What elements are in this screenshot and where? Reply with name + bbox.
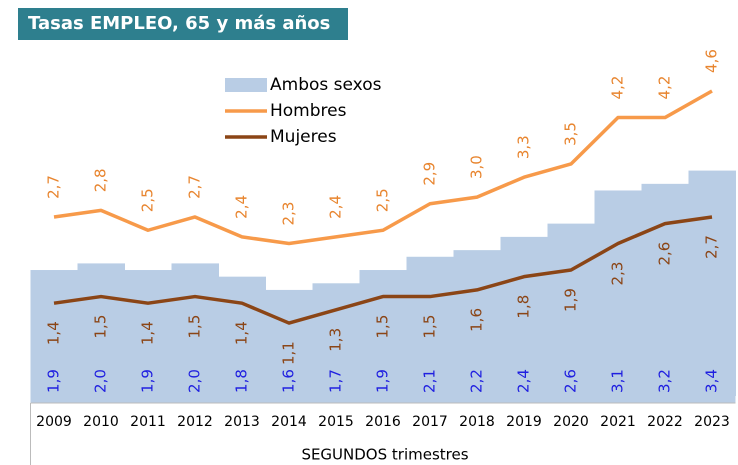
area-step xyxy=(594,190,642,396)
data-label: 1,5 xyxy=(374,315,392,339)
data-label: 2,1 xyxy=(421,369,439,393)
data-label: 1,8 xyxy=(515,295,533,319)
x-tick-label: 2014 xyxy=(271,414,307,430)
x-tick-label: 2015 xyxy=(318,414,354,430)
area-step xyxy=(688,170,736,396)
x-axis-title: SEGUNDOS trimestres xyxy=(301,446,468,464)
area-step xyxy=(406,256,454,396)
axis-cover xyxy=(30,396,736,403)
data-label: 1,6 xyxy=(280,369,298,393)
chart-title: Tasas EMPLEO, 65 y más años xyxy=(28,13,330,34)
area-step xyxy=(30,270,78,396)
data-label: 1,9 xyxy=(139,369,157,393)
area-step xyxy=(171,263,219,396)
x-tick-label: 2018 xyxy=(459,414,495,430)
data-label: 3,3 xyxy=(515,135,533,159)
data-label: 3,1 xyxy=(609,369,627,393)
legend-swatch xyxy=(225,78,267,92)
data-label: 1,9 xyxy=(374,369,392,393)
data-label: 1,9 xyxy=(562,288,580,312)
data-label: 2,9 xyxy=(421,162,439,186)
x-tick-label: 2012 xyxy=(177,414,213,430)
x-tick-label: 2021 xyxy=(600,414,636,430)
data-label: 2,6 xyxy=(656,242,674,266)
x-tick-label: 2017 xyxy=(412,414,448,430)
data-label: 2,0 xyxy=(92,369,110,393)
area-step xyxy=(547,223,595,396)
data-label: 2,6 xyxy=(562,369,580,393)
title-box xyxy=(18,8,348,40)
legend-label: Mujeres xyxy=(270,127,337,147)
data-label: 2,2 xyxy=(468,369,486,393)
x-tick-label: 2009 xyxy=(36,414,72,430)
x-tick-label: 2019 xyxy=(506,414,542,430)
data-label: 2,4 xyxy=(233,195,251,219)
data-label: 1,5 xyxy=(421,315,439,339)
data-label: 1,7 xyxy=(327,369,345,393)
x-tick-label: 2023 xyxy=(694,414,730,430)
data-label: 1,8 xyxy=(233,369,251,393)
data-label: 3,5 xyxy=(562,122,580,146)
x-tick-label: 2020 xyxy=(553,414,589,430)
data-label: 2,8 xyxy=(92,168,110,192)
data-label: 2,3 xyxy=(280,202,298,226)
data-label: 3,2 xyxy=(656,369,674,393)
data-label: 1,4 xyxy=(45,321,63,345)
data-label: 1,6 xyxy=(468,308,486,332)
data-label: 1,4 xyxy=(139,321,157,345)
data-label: 4,2 xyxy=(656,76,674,100)
data-label: 2,0 xyxy=(186,369,204,393)
data-label: 4,6 xyxy=(703,49,721,73)
area-step xyxy=(500,236,548,396)
x-tick-label: 2022 xyxy=(647,414,683,430)
area-step xyxy=(124,270,172,396)
x-tick-label: 2013 xyxy=(224,414,260,430)
data-label: 2,3 xyxy=(609,262,627,286)
data-label: 4,2 xyxy=(609,76,627,100)
area-step xyxy=(265,289,313,396)
data-label: 2,7 xyxy=(186,175,204,199)
area-step xyxy=(641,183,689,396)
data-label: 2,5 xyxy=(139,188,157,212)
area-step xyxy=(359,270,407,396)
data-label: 1,1 xyxy=(280,341,298,365)
area-step xyxy=(77,263,125,396)
data-label: 2,7 xyxy=(45,175,63,199)
series-line xyxy=(53,89,713,246)
data-label: 2,7 xyxy=(703,235,721,259)
data-label: 2,4 xyxy=(327,195,345,219)
area-step xyxy=(453,250,501,396)
area-step xyxy=(218,276,266,396)
area-step xyxy=(312,283,360,396)
data-label: 1,5 xyxy=(92,315,110,339)
data-label: 2,5 xyxy=(374,188,392,212)
data-label: 1,9 xyxy=(45,369,63,393)
x-tick-label: 2010 xyxy=(83,414,119,430)
legend-label: Hombres xyxy=(270,101,347,121)
x-tick-label: 2016 xyxy=(365,414,401,430)
legend-label: Ambos sexos xyxy=(270,75,382,95)
data-label: 1,5 xyxy=(186,315,204,339)
data-label: 3,0 xyxy=(468,155,486,179)
x-tick-label: 2011 xyxy=(130,414,166,430)
series-line xyxy=(53,215,713,325)
data-label: 3,4 xyxy=(703,369,721,393)
data-label: 1,3 xyxy=(327,328,345,352)
data-label: 2,4 xyxy=(515,369,533,393)
data-label: 1,4 xyxy=(233,321,251,345)
